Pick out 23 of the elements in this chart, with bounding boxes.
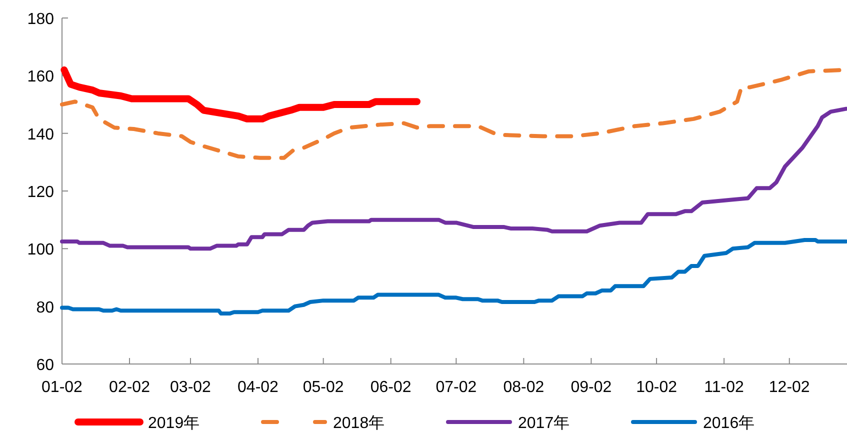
x-tick-label: 08-02 [503, 379, 544, 396]
x-tick-label: 03-02 [170, 379, 212, 396]
legend-label: 2019年 [148, 415, 200, 432]
y-tick-label: 180 [27, 11, 54, 28]
x-tick-label: 05-02 [302, 379, 344, 396]
x-tick-label: 06-02 [370, 379, 412, 396]
x-tick-label: 11-02 [704, 379, 744, 396]
y-tick-label: 160 [27, 68, 54, 86]
y-tick-label: 100 [27, 242, 54, 259]
x-tick-label: 07-02 [436, 379, 477, 396]
y-tick-label: 80 [36, 299, 54, 316]
y-tick-label: 140 [27, 126, 54, 144]
legend-label: 2017年 [518, 415, 570, 432]
x-tick-label: 09-02 [570, 379, 612, 396]
x-tick-label: 01-02 [42, 379, 83, 396]
x-tick-label: 10-02 [636, 379, 678, 396]
legend-label: 2016年 [703, 415, 755, 432]
legend-label: 2018年 [333, 415, 385, 432]
x-tick-label: 12-02 [768, 379, 810, 396]
x-tick-label: 04-02 [238, 379, 279, 396]
y-tick-label: 60 [36, 357, 54, 374]
x-tick-label: 02-02 [109, 379, 150, 396]
y-tick-label: 120 [27, 184, 54, 201]
